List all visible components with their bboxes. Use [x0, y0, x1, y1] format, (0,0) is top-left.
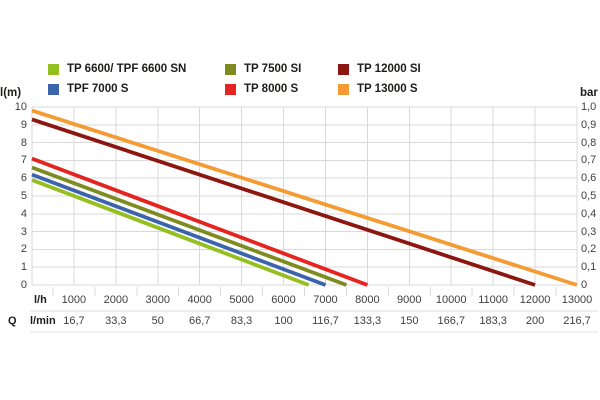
legend-label-tp13000: TP 13000 S	[357, 83, 418, 95]
q-axis-label: Q	[8, 315, 17, 327]
y-tick-right: 0,9	[581, 118, 597, 131]
curve-tp-12000-si	[31, 117, 536, 287]
legend-column-2: TP 7500 SI TP 8000 S	[225, 59, 301, 99]
legend-column-1: TP 6600/ TPF 6600 SN TPF 7000 S	[48, 59, 186, 99]
legend-swatch-tp12000	[338, 63, 349, 75]
x-tick-lmin: 116,7	[312, 315, 339, 327]
legend-swatch-tpf7000	[48, 83, 59, 95]
x-tick-lh: 3000	[145, 294, 170, 306]
x-tick-lmin: 100	[274, 315, 293, 327]
x-tick-lmin: 83,3	[230, 315, 253, 327]
y-tick-right: 0,4	[581, 207, 597, 220]
x-tick-lmin: 16,7	[63, 315, 85, 327]
x-tick-lmin: 200	[525, 315, 545, 327]
y-tick-left: 7	[20, 154, 27, 167]
x-tick-lmin: 33,3	[105, 315, 127, 327]
y-tick-right: 0,3	[581, 225, 597, 238]
legend-label-tp7500: TP 7500 SI	[244, 63, 302, 75]
x-tick-lh: 1000	[61, 294, 87, 306]
left-axis-unit-label: l(m)	[0, 87, 22, 99]
y-tick-left: 3	[20, 225, 27, 238]
x-tick-lh: 11000	[478, 294, 509, 306]
legend-item: TP 6600/ TPF 6600 SN	[48, 59, 186, 79]
legend-swatch-tp7500	[225, 63, 236, 75]
legend-item: TPF 7000 S	[48, 79, 186, 99]
y-tick-left: 5	[20, 190, 27, 202]
flow-unit-lmin-label: l/min	[30, 315, 56, 327]
x-tick-lmin: 183,3	[479, 315, 507, 327]
y-tick-right: 0	[581, 279, 588, 291]
x-tick-lh: 4000	[187, 294, 212, 306]
legend-swatch-tp8000	[225, 83, 236, 95]
x-tick-lmin: 133,3	[353, 315, 382, 327]
legend-item: TP 12000 SI	[338, 59, 421, 79]
legend-label-tp12000: TP 12000 SI	[357, 63, 421, 75]
x-tick-lh: 2000	[103, 294, 129, 306]
x-tick-lh: 5000	[229, 294, 254, 306]
y-tick-right: 0,1	[581, 261, 597, 274]
x-tick-lh: 10000	[435, 294, 467, 306]
flow-unit-lh-label: l/h	[34, 294, 47, 306]
x-tick-lmin: 216,7	[563, 315, 591, 327]
legend-item: TP 8000 S	[225, 79, 301, 99]
legend-label-tp8000: TP 8000 S	[244, 83, 299, 95]
y-tick-right: 0,2	[581, 243, 597, 256]
curve-tp-6600-tpf-6600-sn	[31, 178, 310, 287]
legend-item: TP 7500 SI	[225, 59, 301, 79]
y-tick-left: 4	[20, 207, 27, 220]
curve-tp-8000-s	[31, 156, 369, 287]
x-tick-lh: 6000	[271, 294, 296, 306]
x-tick-lh: 9000	[397, 294, 422, 306]
y-tick-right: 0,8	[581, 136, 597, 149]
y-tick-left: 8	[20, 136, 27, 149]
legend-label-tp6600: TP 6600/ TPF 6600 SN	[67, 63, 187, 75]
y-tick-right: 0,7	[581, 154, 597, 167]
legend-item: TP 13000 S	[338, 79, 421, 99]
y-tick-left: 10	[14, 101, 27, 113]
x-tick-lmin: 66,7	[188, 315, 211, 327]
x-tick-lh: 8000	[355, 294, 380, 306]
y-tick-left: 9	[20, 118, 27, 131]
y-tick-right: 1,0	[581, 101, 597, 113]
curve-tp-7500-si	[31, 165, 348, 287]
curve-tp-13000-s	[31, 108, 578, 287]
x-tick-lh: 13000	[561, 294, 593, 306]
y-tick-left: 1	[20, 261, 27, 274]
y-tick-left: 6	[20, 172, 27, 185]
curve-tpf-7000-s	[31, 172, 327, 287]
y-tick-right: 0,5	[581, 190, 597, 202]
legend-label-tpf7000: TPF 7000 S	[67, 83, 129, 95]
legend-swatch-tp13000	[338, 83, 349, 95]
y-tick-left: 0	[20, 279, 27, 291]
legend-column-3: TP 12000 SI TP 13000 S	[338, 59, 421, 99]
x-tick-lmin: 50	[151, 315, 164, 327]
y-tick-right: 0,6	[581, 172, 597, 185]
legend-swatch-tp6600	[48, 63, 59, 75]
y-tick-left: 2	[20, 243, 27, 256]
x-tick-lmin: 166,7	[437, 315, 465, 327]
right-axis-unit-label: bar	[580, 87, 598, 99]
x-tick-lh: 12000	[519, 294, 551, 306]
x-tick-lh: 7000	[313, 294, 338, 306]
x-tick-lmin: 150	[400, 315, 419, 327]
